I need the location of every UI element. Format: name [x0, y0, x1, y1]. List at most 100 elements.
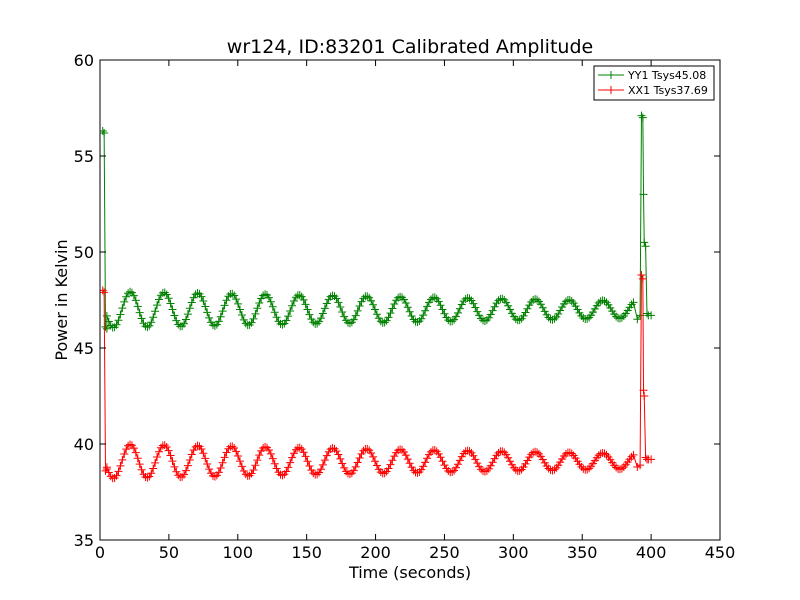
data-point [641, 242, 650, 251]
data-point [419, 311, 428, 320]
data-point [372, 310, 381, 319]
data-point [106, 472, 115, 481]
data-point [141, 473, 150, 482]
data-point [473, 459, 482, 468]
data-point [349, 315, 358, 324]
data-point [135, 308, 144, 317]
data-point [371, 305, 380, 314]
data-point [272, 464, 281, 473]
data-point [129, 444, 138, 453]
data-point [426, 447, 435, 456]
data-point [638, 274, 647, 283]
data-point [413, 318, 422, 327]
data-point [232, 447, 241, 456]
data-point [239, 315, 248, 324]
data-point [556, 306, 565, 315]
data-point [399, 447, 408, 456]
data-point [388, 304, 397, 313]
data-point [199, 449, 208, 458]
data-point [193, 441, 202, 450]
data-point [189, 293, 198, 302]
data-point [484, 313, 493, 322]
data-point [640, 392, 649, 400]
legend-marker [607, 71, 615, 79]
data-point [241, 319, 250, 328]
data-point [401, 298, 410, 307]
data-point [369, 300, 378, 309]
data-point [149, 464, 158, 473]
data-point [506, 305, 515, 314]
data-point [544, 464, 553, 473]
data-point [550, 465, 559, 474]
data-point [538, 303, 547, 312]
data-point [118, 455, 127, 464]
data-point [380, 318, 389, 327]
data-point [131, 448, 140, 457]
data-point [251, 461, 260, 470]
data-point [131, 296, 140, 305]
data-point [357, 297, 366, 306]
legend-entry: YY1 Tsys45.08 [598, 69, 706, 82]
data-point [332, 294, 341, 303]
data-point [270, 308, 279, 317]
data-point [388, 456, 397, 465]
data-point [172, 467, 181, 476]
data-point [245, 471, 254, 480]
data-point [145, 321, 154, 330]
data-point [147, 318, 156, 327]
data-point [255, 451, 264, 460]
data-point [617, 464, 626, 473]
plot-area [100, 111, 656, 483]
legend: YY1 Tsys45.08 XX1 Tsys37.69 [593, 65, 715, 101]
data-point [639, 190, 648, 199]
data-point [180, 319, 189, 328]
data-point [376, 317, 385, 326]
legend-entry: XX1 Tsys37.69 [598, 84, 708, 97]
data-point [345, 470, 354, 479]
data-point [228, 289, 237, 298]
data-point [160, 441, 169, 450]
data-point [112, 471, 121, 480]
data-point [612, 463, 621, 472]
legend-box [593, 65, 715, 101]
data-point [153, 301, 162, 310]
data-point [340, 463, 349, 472]
data-point [567, 449, 576, 458]
series-2 [100, 271, 656, 483]
data-point [234, 451, 243, 460]
data-point [101, 466, 110, 475]
data-point [504, 301, 513, 310]
data-point [384, 313, 393, 322]
data-point [154, 447, 163, 456]
data-point [301, 452, 310, 461]
data-point [220, 301, 229, 310]
data-point [205, 313, 214, 322]
data-point [398, 445, 407, 454]
data-point [338, 459, 347, 468]
data-point [434, 449, 443, 458]
data-point [413, 468, 422, 477]
data-point [220, 453, 229, 462]
data-point [247, 318, 256, 327]
data-point [151, 307, 160, 316]
data-point [284, 312, 293, 321]
data-point [253, 304, 262, 313]
x-axis-label: Time (seconds) [348, 563, 471, 582]
series-markers [100, 271, 656, 483]
data-point [214, 317, 223, 326]
data-point [301, 300, 310, 309]
data-point [133, 302, 142, 311]
data-point [197, 292, 206, 301]
data-point [540, 307, 549, 316]
data-point [565, 295, 574, 304]
data-point [166, 299, 175, 308]
axes: 0 50 100 150 200 250 300 350 400 450 35 40 45 50 55 60 [74, 51, 736, 562]
data-point [100, 128, 109, 137]
data-point [627, 300, 636, 309]
data-point [266, 297, 275, 306]
data-point [162, 290, 171, 299]
data-point [210, 321, 219, 330]
data-point [214, 468, 223, 477]
data-point [600, 296, 609, 305]
data-point [237, 311, 246, 320]
